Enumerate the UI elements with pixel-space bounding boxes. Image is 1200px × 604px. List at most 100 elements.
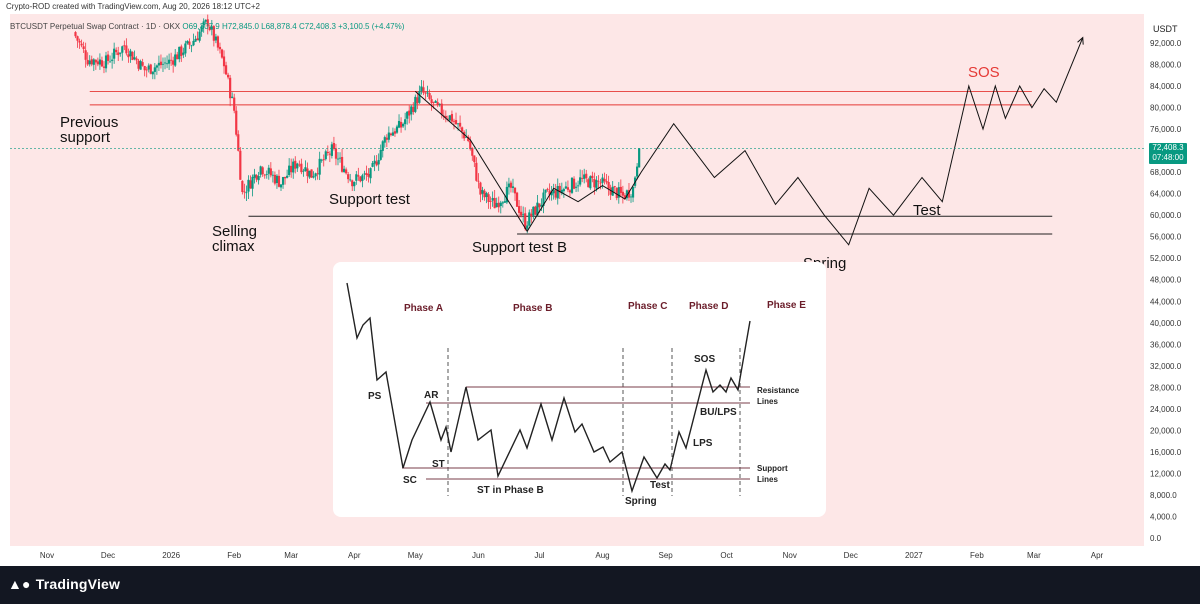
time-tick-label: Nov xyxy=(40,551,54,560)
candle-body xyxy=(184,43,187,54)
candle-body xyxy=(615,188,618,199)
candle-body xyxy=(434,100,437,103)
candle-body xyxy=(292,161,295,173)
price-tick-label: 20,000.0 xyxy=(1150,426,1182,435)
ohlc-open: O69,307.9 xyxy=(182,22,220,31)
candle-body xyxy=(298,164,301,166)
time-tick-label: Oct xyxy=(720,551,733,560)
candle-body xyxy=(102,66,106,68)
candle-body xyxy=(568,190,572,193)
candle-body xyxy=(499,202,502,207)
candle-body xyxy=(88,60,91,65)
candle-body xyxy=(520,211,523,216)
symbol-legend[interactable]: BTCUSDT Perpetual Swap Contract · 1D · O… xyxy=(10,22,404,31)
candle-body xyxy=(509,182,513,188)
candle-body xyxy=(570,177,574,193)
candle-body xyxy=(167,59,171,64)
candle-body xyxy=(450,114,454,122)
candle-body xyxy=(129,50,132,57)
candle-body xyxy=(487,194,490,202)
inset-label-ar: AR xyxy=(424,390,439,401)
candle-body xyxy=(452,120,456,122)
candle-body xyxy=(320,159,323,161)
inset-label-resistance-2: Lines xyxy=(757,397,778,406)
price-tick-label: 48,000.0 xyxy=(1150,276,1182,285)
candle-body xyxy=(424,92,427,94)
candle-body xyxy=(92,59,95,65)
candle-body xyxy=(574,186,578,188)
candle-body xyxy=(349,179,352,181)
candle-body xyxy=(94,59,97,63)
candle-body xyxy=(149,64,152,74)
candle-body xyxy=(119,52,122,54)
time-tick-label: May xyxy=(408,551,423,560)
candle-body xyxy=(332,143,336,149)
candle-body xyxy=(556,186,559,199)
price-axis[interactable]: 92,000.0 88,000.0 84,000.0 80,000.0 76,000.0… xyxy=(1144,14,1200,546)
candle-body xyxy=(495,202,498,208)
candle-body xyxy=(479,182,482,195)
candle-body xyxy=(373,160,376,164)
price-tick-label: 12,000.0 xyxy=(1150,469,1182,478)
candle-body xyxy=(241,180,244,192)
candle-body xyxy=(621,191,624,196)
candle-body xyxy=(393,131,397,134)
candle-body xyxy=(454,120,458,125)
candle-body xyxy=(210,26,213,30)
candle-body xyxy=(540,204,543,207)
candle-body xyxy=(214,36,217,41)
inset-label-resistance: Resistance xyxy=(757,386,800,395)
time-tick-label: Feb xyxy=(227,551,241,560)
candle-body xyxy=(357,175,360,177)
candle-body xyxy=(196,38,199,41)
inset-label-lps: LPS xyxy=(693,438,713,449)
candle-body xyxy=(123,45,126,47)
candle-body xyxy=(507,183,511,188)
currency-label: USDT xyxy=(1153,24,1178,34)
candle-body xyxy=(347,174,350,180)
time-axis[interactable]: Nov Dec 2026 Feb Mar Apr May Jun Jul Aug Sep Oct Nov… xyxy=(0,546,1200,566)
candle-body xyxy=(322,159,325,161)
candle-body xyxy=(572,178,576,189)
annotation-support-test: Support test xyxy=(329,191,411,208)
candle-body xyxy=(330,144,333,156)
price-tick-label: 0.0 xyxy=(1150,534,1162,543)
candle-body xyxy=(255,175,258,180)
candle-body xyxy=(145,69,148,71)
candle-body xyxy=(548,190,551,195)
candle-body xyxy=(562,189,565,192)
candle-body xyxy=(261,167,264,175)
candle-body xyxy=(172,60,175,65)
annotation-selling-climax: Selling xyxy=(212,223,257,240)
candle-body xyxy=(235,110,238,135)
time-tick-label: 2027 xyxy=(905,551,923,560)
annotation-support-test-b: Support test B xyxy=(472,239,567,256)
inset-label-spring: Spring xyxy=(625,496,657,507)
candle-body xyxy=(406,111,409,119)
candle-body xyxy=(121,46,124,53)
candle-body xyxy=(259,166,262,175)
ohlc-change: +3,100.5 (+4.47%) xyxy=(338,22,405,31)
candle-body xyxy=(108,61,112,63)
candle-body xyxy=(163,62,167,64)
candle-body xyxy=(629,196,633,198)
candle-body xyxy=(402,123,405,127)
price-tick-label: 44,000.0 xyxy=(1150,297,1182,306)
candle-body xyxy=(593,178,596,188)
price-tick-label: 32,000.0 xyxy=(1150,362,1182,371)
candle-body xyxy=(220,49,224,58)
time-tick-label: Jul xyxy=(534,551,544,560)
candle-body xyxy=(422,87,425,93)
candle-body xyxy=(170,59,173,61)
candle-body xyxy=(438,103,441,105)
candle-body xyxy=(78,40,81,43)
candle-body xyxy=(599,182,602,184)
candle-body xyxy=(275,175,279,184)
candle-body xyxy=(161,63,165,65)
candle-body xyxy=(243,191,246,193)
candle-body xyxy=(300,163,303,173)
inset-phase-b: Phase B xyxy=(513,303,552,314)
candle-body xyxy=(544,189,547,193)
candle-body xyxy=(579,177,582,185)
tradingview-logo[interactable]: ▲● TradingView xyxy=(8,576,120,592)
